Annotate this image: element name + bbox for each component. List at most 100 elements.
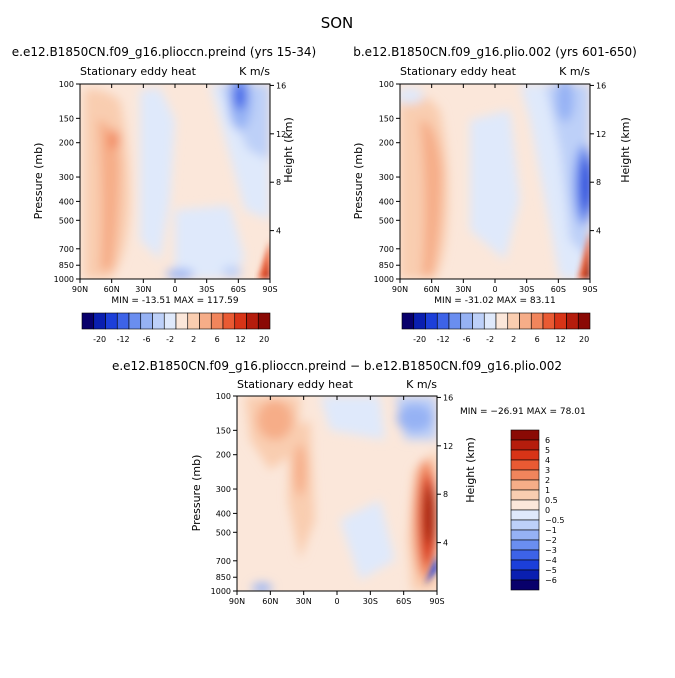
y-tick-label: 850 [216,573,231,582]
colorbar-swatch [510,579,540,591]
panel-diff-field [237,396,437,591]
colorbar-swatch [140,312,153,330]
colorbar-label: 4 [545,456,550,465]
panel-b-ylabel-right: Height (km) [619,117,632,183]
colorbar-swatch [510,479,540,491]
colorbar-swatch [495,312,509,330]
colorbar-swatch [246,312,259,330]
colorbar-swatch [93,312,106,330]
colorbar-swatch [510,539,540,551]
colorbar-swatch [234,312,247,330]
colorbar-swatch [554,312,567,330]
colorbar-label: 0 [545,506,550,515]
colorbar-swatch [401,312,415,330]
x-tick-label: 90S [582,285,597,294]
y-tick-label: 100 [59,80,74,89]
x-tick-label: 30S [199,285,214,294]
panel-b-title: b.e12.B1850CN.f09_g16.plio.002 (yrs 601-… [353,45,637,59]
colorbar-label: -6 [143,335,151,344]
height-tick-label: 12 [443,442,453,451]
colorbar-swatch [510,469,540,481]
colorbar-label: −6 [545,576,557,585]
panel-a-ylabel: Pressure (mb) [32,143,45,220]
panel-diff-right-label: K m/s [406,378,437,391]
colorbar-label: −0.5 [545,516,564,525]
x-tick-label: 60N [262,597,278,606]
height-tick-label: 4 [276,227,281,236]
y-tick-label: 500 [379,216,394,225]
colorbar-swatch [510,459,540,471]
colorbar-swatch [510,529,540,541]
x-tick-label: 90S [262,285,277,294]
colorbar-label: 1 [545,486,550,495]
x-tick-label: 90S [429,597,444,606]
y-tick-label: 150 [216,426,231,435]
panel-a-left-label: Stationary eddy heat [80,65,197,78]
y-tick-label: 200 [216,451,231,460]
y-tick-label: 700 [59,245,74,254]
panel-b-left-label: Stationary eddy heat [400,65,517,78]
panel-diff-title: e.e12.B1850CN.f09_g16.plioccn.preind − b… [112,359,562,373]
height-tick-label: 16 [596,81,606,90]
colorbar-swatch [199,312,212,330]
panel-a: e.e12.B1850CN.f09_g16.plioccn.preind (yr… [12,45,316,344]
x-tick-label: 0 [334,597,339,606]
x-tick-label: 60S [396,597,411,606]
height-tick-label: 4 [596,227,601,236]
height-tick-label: 12 [276,130,286,139]
colorbar-label: 0.5 [545,496,558,505]
panel-a-colorbar: -20 -12 -6 -2 2 6 12 20 [81,312,271,344]
colorbar-label: 20 [579,335,589,344]
colorbar-swatch [448,312,462,330]
y-tick-label: 1000 [374,275,394,284]
x-tick-label: 30N [455,285,471,294]
x-tick-label: 90N [72,285,88,294]
colorbar-swatch [510,439,540,451]
colorbar-swatch [413,312,426,330]
y-tick-label: 700 [216,557,231,566]
panel-a-stats: MIN = -13.51 MAX = 117.59 [111,296,238,306]
colorbar-label: 2 [545,476,550,485]
x-tick-label: 30S [363,597,378,606]
y-tick-label: 500 [216,528,231,537]
panel-b-stats: MIN = -31.02 MAX = 83.11 [434,296,555,306]
colorbar-swatch [222,312,236,330]
colorbar-label: −5 [545,566,557,575]
colorbar-label: -12 [437,335,450,344]
colorbar-label: 6 [545,436,550,445]
x-tick-label: 0 [172,285,177,294]
panel-a-ylabel-right: Height (km) [282,117,295,183]
colorbar-label: 12 [556,335,566,344]
panel-diff-ylabel: Pressure (mb) [190,455,203,532]
panel-diff-stats: MIN = −26.91 MAX = 78.01 [460,407,586,417]
colorbar-label: 12 [236,335,246,344]
colorbar-swatch [257,312,271,330]
x-tick-label: 60S [231,285,246,294]
colorbar-swatch [507,312,520,330]
panel-a-title: e.e12.B1850CN.f09_g16.plioccn.preind (yr… [12,45,316,59]
colorbar-swatch [175,312,189,330]
y-tick-label: 850 [379,261,394,270]
panel-diff-left-label: Stationary eddy heat [237,378,354,391]
panel-b-ylabel: Pressure (mb) [352,143,365,220]
panel-b-axes: 90N 60N 30N 0 30S 60S 90S 100 150 200 300 400 500 700… [374,80,607,294]
colorbar-label: -12 [117,335,130,344]
colorbar-label: −2 [545,536,557,545]
y-tick-label: 1000 [211,587,231,596]
colorbar-swatch [152,312,165,330]
x-tick-label: 60S [551,285,566,294]
y-tick-label: 700 [379,245,394,254]
colorbar-swatch [510,519,540,531]
y-tick-label: 150 [59,114,74,123]
colorbar-label: -2 [166,335,174,344]
colorbar-label: 2 [191,335,196,344]
colorbar-swatch [210,312,224,330]
colorbar-swatch [519,312,532,330]
colorbar-swatch [425,312,438,330]
panel-diff-ylabel-right: Height (km) [464,437,477,503]
colorbar-label: 6 [535,335,540,344]
y-tick-label: 150 [379,114,394,123]
panel-diff: e.e12.B1850CN.f09_g16.plioccn.preind − b… [112,359,586,606]
